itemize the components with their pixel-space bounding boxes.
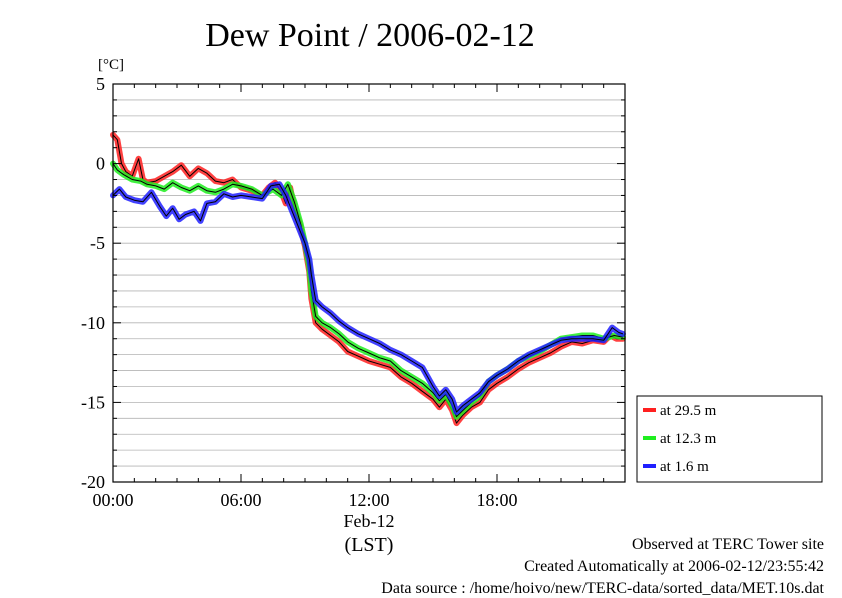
y-tick-label: 0 <box>96 154 105 174</box>
series-line-3 <box>112 183 624 413</box>
chart-title: Dew Point / 2006-02-12 <box>205 17 535 54</box>
footer-site: Observed at TERC Tower site <box>631 536 824 553</box>
series-line-2 <box>112 163 623 418</box>
footer-created: Created Automatically at 2006-02-12/23:5… <box>524 558 824 575</box>
x-date-label: Feb-12 <box>344 511 395 531</box>
series-band-2 <box>110 160 626 420</box>
y-tick-label: 5 <box>96 74 105 94</box>
series-band-3 <box>110 181 626 415</box>
plot-frame <box>112 83 626 483</box>
y-tick-label: -15 <box>81 392 105 412</box>
legend-label: at 1.6 m <box>660 459 709 475</box>
x-tick-label: 18:00 <box>476 490 517 510</box>
x-tick-label: 12:00 <box>348 490 389 510</box>
legend-box <box>636 395 823 483</box>
series-line-1 <box>112 134 623 424</box>
legend: at 29.5 m at 12.3 m at 1.6 m <box>636 395 823 483</box>
y-tick-label: -10 <box>81 313 105 333</box>
x-tick-label: 06:00 <box>220 490 261 510</box>
series-layer <box>110 131 626 427</box>
x-axis-label: (LST) <box>345 534 394 556</box>
x-axis: 00:00 06:00 12:00 18:00 <box>92 84 626 510</box>
y-tick-label: -5 <box>90 233 105 253</box>
y-tick-label: -20 <box>81 472 105 492</box>
legend-label: at 29.5 m <box>660 403 717 419</box>
y-axis-unit: [°C] <box>98 57 124 73</box>
series-band-1 <box>110 131 626 427</box>
footer-source: Data source : /home/hoivo/new/TERC-data/… <box>381 580 824 597</box>
grid-lines <box>113 99 625 467</box>
x-tick-label: 00:00 <box>92 490 133 510</box>
y-axis: 5 0 -5 -10 -15 -20 <box>81 74 625 492</box>
legend-label: at 12.3 m <box>660 431 717 447</box>
